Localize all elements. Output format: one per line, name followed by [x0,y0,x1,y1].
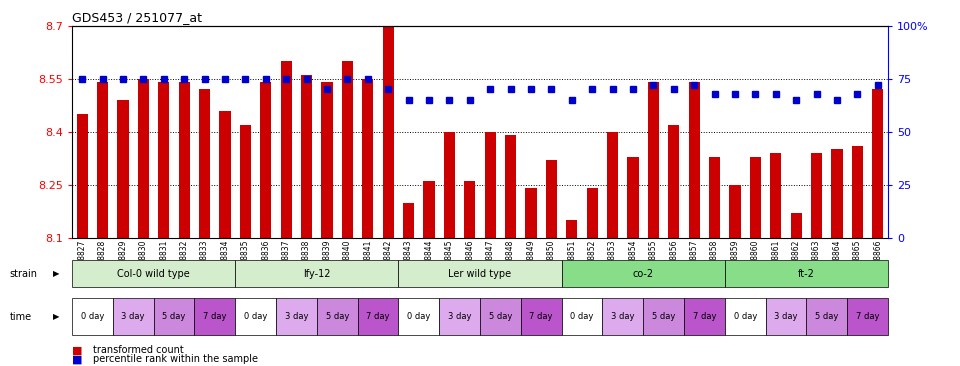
Bar [607,132,618,366]
Text: 7 day: 7 day [693,312,716,321]
Text: 5 day: 5 day [815,312,838,321]
Text: 7 day: 7 day [367,312,390,321]
Bar [220,111,230,366]
Text: 7 day: 7 day [530,312,553,321]
Text: 3 day: 3 day [775,312,798,321]
Bar [688,82,700,366]
Bar [873,89,883,366]
Bar [240,125,251,366]
Text: time: time [10,311,32,322]
Bar [505,135,516,366]
Text: ■: ■ [72,345,83,355]
Bar [852,146,863,366]
Text: 7 day: 7 day [856,312,879,321]
Text: 0 day: 0 day [570,312,593,321]
Text: ▶: ▶ [53,269,60,278]
Text: ■: ■ [72,354,83,365]
Bar [730,185,740,366]
Text: 7 day: 7 day [204,312,227,321]
Text: co-2: co-2 [633,269,654,279]
Bar [566,220,577,366]
Bar [628,157,638,366]
Text: 5 day: 5 day [162,312,185,321]
Text: 5 day: 5 day [489,312,512,321]
Text: Col-0 wild type: Col-0 wild type [117,269,190,279]
Bar [342,61,353,366]
Bar [525,188,537,366]
Text: GDS453 / 251077_at: GDS453 / 251077_at [72,11,202,24]
Bar [668,125,680,366]
Text: 0 day: 0 day [407,312,430,321]
Bar [179,82,190,366]
Bar [811,153,822,366]
Bar [280,61,292,366]
Bar [117,100,129,366]
Bar [301,75,312,366]
Bar [383,26,394,366]
Bar [423,181,435,366]
Text: percentile rank within the sample: percentile rank within the sample [93,354,258,365]
Text: lfy-12: lfy-12 [303,269,330,279]
Bar [587,188,598,366]
Bar [403,202,414,366]
Text: 0 day: 0 day [81,312,104,321]
Text: 0 day: 0 day [733,312,756,321]
Text: 3 day: 3 day [448,312,471,321]
Bar [465,181,475,366]
Bar [770,153,781,366]
Bar [791,213,802,366]
Text: ft-2: ft-2 [798,269,815,279]
Bar [750,157,761,366]
Bar [709,157,720,366]
Bar [362,79,373,366]
Text: 5 day: 5 day [652,312,675,321]
Bar [648,82,659,366]
Bar [444,132,455,366]
Bar [322,82,332,366]
Bar [485,132,495,366]
Bar [77,114,87,366]
Bar [97,82,108,366]
Text: 0 day: 0 day [244,312,267,321]
Text: 3 day: 3 day [285,312,308,321]
Text: 5 day: 5 day [325,312,348,321]
Text: Ler wild type: Ler wild type [448,269,512,279]
Bar [831,149,843,366]
Bar [546,160,557,366]
Text: ▶: ▶ [53,312,60,321]
Text: strain: strain [10,269,37,279]
Bar [158,82,169,366]
Bar [199,89,210,366]
Text: 3 day: 3 day [122,312,145,321]
Bar [260,82,272,366]
Bar [138,79,149,366]
Text: 3 day: 3 day [612,312,635,321]
Text: transformed count: transformed count [93,345,184,355]
